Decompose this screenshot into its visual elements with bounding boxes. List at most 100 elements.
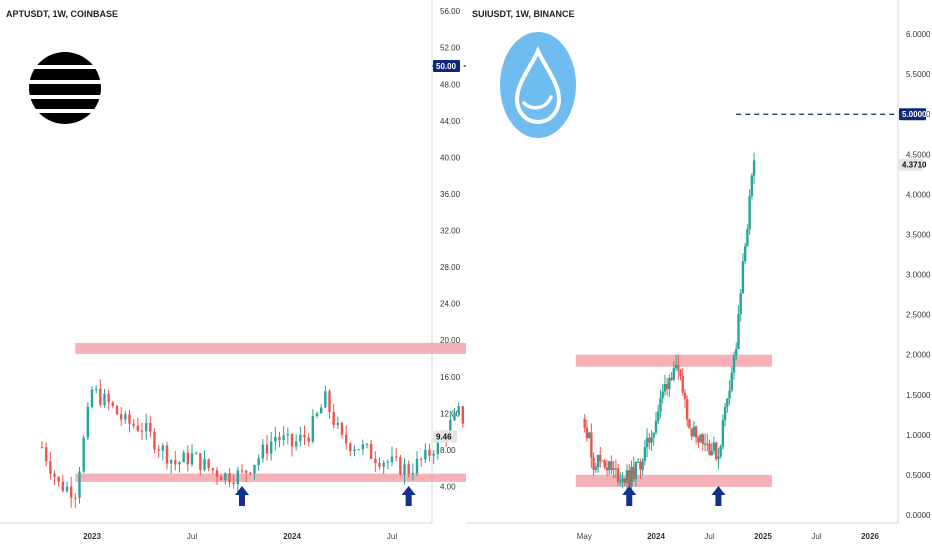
aptos-logo-stripe: [28, 109, 102, 113]
candle-body: [344, 434, 348, 444]
candle-body: [641, 461, 644, 470]
candle-body: [701, 434, 705, 445]
y-tick-label: 3.5000: [906, 230, 931, 239]
sui-chart-panel[interactable]: 6.0000 5.5000 5.0000 4.5000 4.0000 3.5000 3.00…: [466, 0, 932, 550]
candle-body: [750, 175, 754, 197]
candle-body: [639, 461, 642, 470]
y-tick-label: 20.00: [440, 336, 461, 345]
candle-body: [661, 391, 664, 399]
y-tick-label: 4.00: [440, 482, 456, 491]
y-tick-label: 44.00: [440, 117, 461, 126]
x-tick-label: Jul: [187, 532, 197, 541]
candle-body: [737, 314, 740, 350]
candle-body: [374, 458, 377, 464]
candle-body: [728, 390, 731, 399]
candle-body: [49, 461, 52, 474]
candle-body: [99, 388, 102, 405]
candle-body: [140, 430, 144, 432]
candle-body: [369, 443, 373, 459]
candle-body: [710, 450, 713, 456]
candle-body: [672, 368, 676, 380]
candle-body: [319, 407, 323, 414]
candle-body: [692, 426, 696, 437]
y-tick-label: 24.00: [440, 300, 461, 309]
aptos-logo-stripe: [28, 95, 102, 99]
candle-body: [261, 444, 265, 459]
candle-body: [403, 464, 406, 475]
candle-body: [634, 462, 638, 480]
y-tick-label: 28.00: [440, 263, 461, 272]
candle-body: [107, 393, 110, 403]
candle-body: [610, 461, 613, 470]
candle-body: [90, 389, 94, 407]
price-badge: [899, 158, 923, 171]
candle-body: [315, 413, 319, 417]
candle-body: [688, 419, 691, 429]
y-tick-label: 2.5000: [906, 311, 931, 320]
candle-body: [136, 425, 140, 431]
y-tick-label: 8.00: [440, 446, 456, 455]
candle-body: [632, 466, 635, 480]
candle-body: [190, 453, 194, 465]
candle-body: [706, 443, 709, 445]
y-tick-label: 4.0000: [906, 190, 931, 199]
candle-body: [82, 437, 85, 472]
y-tick-label: 1.5000: [906, 391, 931, 400]
candle-body: [269, 441, 273, 454]
candle-body: [303, 434, 306, 438]
candle-body: [648, 437, 651, 443]
candle-body: [174, 460, 177, 465]
candle-body: [265, 444, 269, 454]
candle-body: [703, 443, 707, 445]
aptos-logo-stripe: [28, 65, 102, 69]
candle-body: [353, 449, 356, 452]
candle-body: [411, 473, 415, 475]
candle-body: [732, 355, 736, 373]
candle-body: [636, 461, 640, 463]
candle-body: [614, 468, 618, 470]
sui-drop-inner-icon: [522, 95, 553, 110]
candle-body: [743, 246, 747, 262]
candle-body: [211, 468, 215, 471]
candle-body: [144, 423, 148, 432]
candle-body: [294, 441, 298, 447]
x-tick-label: Jul: [387, 532, 397, 541]
candle-body: [349, 443, 352, 452]
y-tick-label: 16.00: [440, 373, 461, 382]
candle-body: [590, 432, 593, 458]
candle-body: [741, 261, 745, 294]
candle-body: [119, 414, 123, 420]
candle-body: [165, 445, 169, 464]
candle-body: [699, 434, 702, 443]
candle-body: [44, 447, 48, 462]
candle-body: [721, 420, 725, 447]
candle-body: [668, 377, 671, 390]
y-tick-label: 40.00: [440, 153, 461, 162]
candle-body: [596, 454, 600, 468]
candle-body: [186, 452, 190, 465]
candle-body: [654, 420, 658, 433]
candle-body: [619, 481, 622, 483]
candle-body: [149, 423, 152, 432]
x-tick-label: 2023: [83, 532, 101, 541]
candle-body: [428, 449, 431, 456]
candle-body: [630, 466, 633, 487]
aptos-logo-icon: [29, 52, 101, 124]
apt-chart-panel[interactable]: 56.00 52.00 48.00 44.00 40.00 36.00 32.00 28.00…: [0, 0, 466, 550]
price-badge-label: 4.3710: [902, 161, 927, 170]
candle-body: [726, 398, 729, 407]
candle-body: [594, 467, 598, 470]
candle-body: [739, 293, 742, 315]
y-tick-label: 0.5000: [906, 471, 931, 480]
candle-body: [311, 416, 315, 442]
candle-body: [449, 420, 452, 437]
candle-body: [670, 377, 673, 380]
candle-body: [153, 431, 156, 450]
candle-body: [714, 442, 718, 460]
candle-body: [328, 391, 331, 412]
apt-chart-svg[interactable]: 56.00 52.00 48.00 44.00 40.00 36.00 32.00 28.00…: [0, 0, 466, 550]
candle-body: [382, 462, 385, 467]
candle-body: [453, 412, 456, 421]
sui-chart-svg[interactable]: 6.0000 5.5000 5.0000 4.5000 4.0000 3.5000 3.00…: [466, 0, 932, 550]
candle-body: [394, 456, 398, 458]
